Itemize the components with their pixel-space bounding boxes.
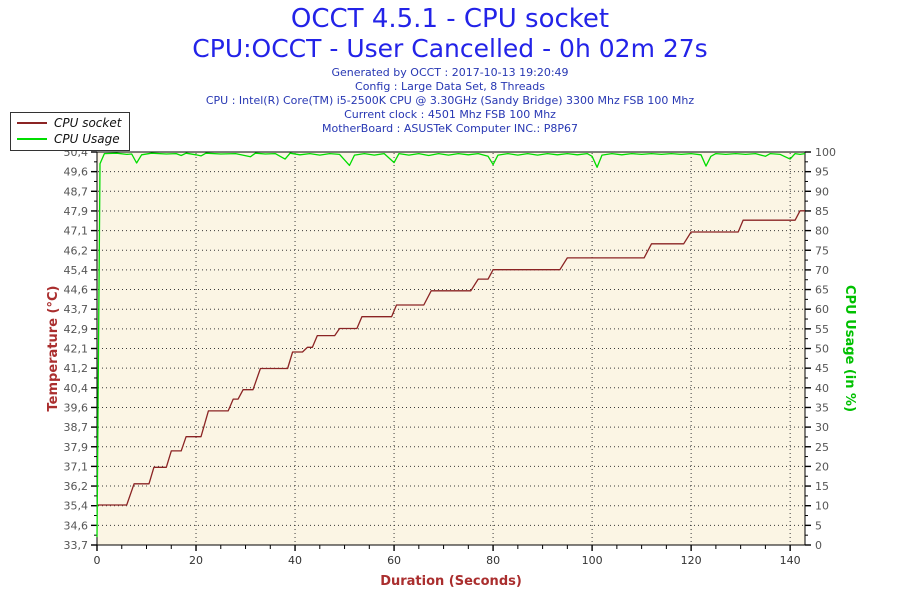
report-info-block: Generated by OCCT : 2017-10-13 19:20:49 … xyxy=(0,66,900,136)
x-tick-label: 0 xyxy=(94,554,101,567)
cpu-socket-line-swatch xyxy=(17,122,47,124)
y-left-tick-label: 36,2 xyxy=(64,480,89,493)
y-left-tick-label: 37,9 xyxy=(64,441,89,454)
info-current-clock: Current clock : 4501 Mhz FSB 100 Mhz xyxy=(344,108,556,121)
y-right-tick-label: 30 xyxy=(815,421,829,434)
y-right-tick-label: 95 xyxy=(815,166,829,179)
y-right-tick-label: 100 xyxy=(815,146,836,159)
x-tick-label: 100 xyxy=(582,554,603,567)
info-config: Config : Large Data Set, 8 Threads xyxy=(355,80,545,93)
y-right-tick-label: 90 xyxy=(815,185,829,198)
y-right-tick-label: 0 xyxy=(815,539,822,552)
y-right-tick-label: 80 xyxy=(815,225,829,238)
x-tick-label: 120 xyxy=(681,554,702,567)
y-left-tick-label: 39,6 xyxy=(64,401,89,414)
series-line-cpu-socket xyxy=(97,210,805,506)
x-axis-title: Duration (Seconds) xyxy=(380,574,522,589)
info-cpu: CPU : Intel(R) Core(TM) i5-2500K CPU @ 3… xyxy=(205,94,695,107)
y-left-tick-label: 42,9 xyxy=(64,323,89,336)
y-left-tick-label: 48,7 xyxy=(64,185,89,198)
y-left-tick-label: 43,7 xyxy=(64,303,89,316)
report-header: OCCT 4.5.1 - CPU socket CPU:OCCT - User … xyxy=(0,4,900,136)
cpu-usage-line-swatch xyxy=(17,138,47,140)
y-left-tick-label: 49,6 xyxy=(64,166,89,179)
info-generated: Generated by OCCT : 2017-10-13 19:20:49 xyxy=(331,66,569,79)
y-right-tick-label: 5 xyxy=(815,519,822,532)
y-right-tick-label: 45 xyxy=(815,362,829,375)
chart-legend: CPU socket CPU Usage xyxy=(10,112,130,151)
y-left-tick-label: 34,6 xyxy=(64,519,89,532)
y-left-tick-label: 47,9 xyxy=(64,205,89,218)
y-right-tick-label: 35 xyxy=(815,401,829,414)
y-right-tick-label: 10 xyxy=(815,500,829,513)
y-left-tick-label: 35,4 xyxy=(64,500,89,513)
y-left-tick-label: 37,1 xyxy=(64,460,89,473)
y-right-axis-title: CPU Usage (in %) xyxy=(842,285,857,412)
y-left-tick-label: 46,2 xyxy=(64,244,89,257)
y-right-tick-label: 15 xyxy=(815,480,829,493)
y-right-tick-label: 55 xyxy=(815,323,829,336)
legend-item-cpu-socket: CPU socket xyxy=(17,115,121,131)
y-right-tick-label: 70 xyxy=(815,264,829,277)
x-tick-label: 40 xyxy=(288,554,302,567)
y-right-tick-label: 60 xyxy=(815,303,829,316)
y-right-tick-label: 75 xyxy=(815,244,829,257)
y-left-tick-label: 33,7 xyxy=(64,539,89,552)
y-left-axis-title: Temperature (°C) xyxy=(46,286,61,412)
y-left-tick-label: 44,6 xyxy=(64,284,89,297)
x-tick-label: 20 xyxy=(189,554,203,567)
y-left-tick-label: 47,1 xyxy=(64,225,89,238)
chart-canvas: 50,449,648,747,947,146,245,444,643,742,9… xyxy=(46,146,857,589)
legend-label: CPU socket xyxy=(54,116,122,130)
y-left-tick-label: 38,7 xyxy=(64,421,89,434)
y-left-tick-label: 45,4 xyxy=(64,264,89,277)
y-right-tick-label: 50 xyxy=(815,343,829,356)
y-right-tick-label: 25 xyxy=(815,441,829,454)
y-right-tick-label: 40 xyxy=(815,382,829,395)
report-subtitle: CPU:OCCT - User Cancelled - 0h 02m 27s xyxy=(192,34,708,63)
y-left-tick-label: 40,4 xyxy=(64,382,89,395)
x-tick-label: 80 xyxy=(486,554,500,567)
report-title: OCCT 4.5.1 - CPU socket xyxy=(290,4,610,34)
x-tick-label: 140 xyxy=(780,554,801,567)
y-right-tick-label: 65 xyxy=(815,284,829,297)
series-line-cpu-usage xyxy=(96,152,806,538)
y-right-tick-label: 20 xyxy=(815,460,829,473)
y-left-tick-label: 41,2 xyxy=(64,362,89,375)
legend-label: CPU Usage xyxy=(54,132,120,146)
y-left-tick-label: 42,1 xyxy=(64,343,89,356)
info-motherboard: MotherBoard : ASUSTeK Computer INC.: P8P… xyxy=(322,122,578,135)
y-right-tick-label: 85 xyxy=(815,205,829,218)
legend-item-cpu-usage: CPU Usage xyxy=(17,131,121,147)
x-tick-label: 60 xyxy=(387,554,401,567)
